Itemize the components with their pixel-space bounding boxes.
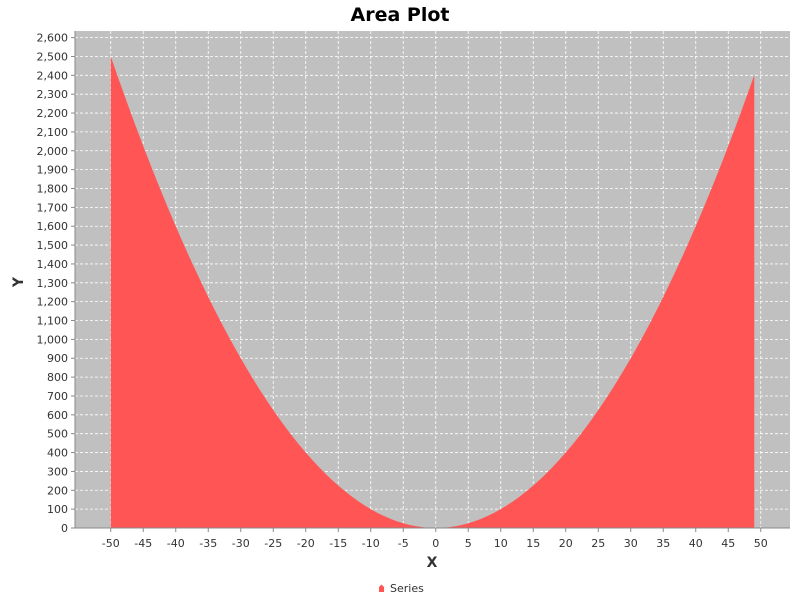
y-tick-label: 1,900 bbox=[37, 164, 69, 177]
x-tick-label: -20 bbox=[297, 537, 315, 550]
x-tick-label: -35 bbox=[199, 537, 217, 550]
y-tick-label: 300 bbox=[47, 465, 68, 478]
y-axis-label: Y bbox=[11, 276, 27, 288]
y-tick-label: 2,100 bbox=[37, 126, 69, 139]
y-tick-label: 2,300 bbox=[37, 88, 69, 101]
x-tick-label: -40 bbox=[167, 537, 185, 550]
chart-title: Area Plot bbox=[351, 4, 450, 26]
y-tick-label: 1,400 bbox=[37, 258, 69, 271]
x-tick-label: 5 bbox=[465, 537, 472, 550]
x-tick-label: -25 bbox=[264, 537, 282, 550]
x-tick-label: 0 bbox=[432, 537, 439, 550]
x-tick-label: -50 bbox=[102, 537, 120, 550]
y-tick-label: 800 bbox=[47, 371, 68, 384]
y-tick-label: 600 bbox=[47, 409, 68, 422]
y-tick-label: 2,200 bbox=[37, 107, 69, 120]
y-tick-label: 700 bbox=[47, 390, 68, 403]
x-tick-label: 40 bbox=[689, 537, 703, 550]
y-tick-label: 500 bbox=[47, 428, 68, 441]
y-tick-label: 1,000 bbox=[37, 333, 69, 346]
y-tick-label: 1,700 bbox=[37, 201, 69, 214]
y-tick-label: 2,600 bbox=[37, 32, 69, 45]
legend-swatch-icon bbox=[379, 584, 384, 592]
y-tick-label: 2,400 bbox=[37, 69, 69, 82]
axes: -50 -45 -40 -35 -30 -25 -20 -15 -10 -5 0 5 10 15 20 25 3… bbox=[37, 31, 790, 550]
x-tick-label: 20 bbox=[559, 537, 573, 550]
series-layer bbox=[110, 56, 755, 529]
series-area bbox=[110, 56, 755, 529]
y-tick-label: 1,200 bbox=[37, 296, 69, 309]
y-tick-label: 400 bbox=[47, 447, 68, 460]
x-tick-label: -30 bbox=[232, 537, 250, 550]
x-tick-label: 35 bbox=[656, 537, 670, 550]
x-tick-label: 45 bbox=[721, 537, 735, 550]
y-tick-label: 2,500 bbox=[37, 50, 69, 63]
y-tick-label: 1,300 bbox=[37, 277, 69, 290]
legend-label: Series bbox=[390, 582, 424, 595]
y-tick-label: 1,800 bbox=[37, 182, 69, 195]
x-tick-label: -10 bbox=[362, 537, 380, 550]
y-tick-label: 200 bbox=[47, 484, 68, 497]
y-tick-label: 900 bbox=[47, 352, 68, 365]
y-tick-label: 2,000 bbox=[37, 145, 69, 158]
y-tick-label: 1,500 bbox=[37, 239, 69, 252]
x-tick-label: -15 bbox=[329, 537, 347, 550]
legend: Series bbox=[379, 582, 424, 595]
x-tick-label: 25 bbox=[591, 537, 605, 550]
x-tick-label: 30 bbox=[624, 537, 638, 550]
y-tick-label: 0 bbox=[61, 522, 68, 535]
x-tick-label: 10 bbox=[494, 537, 508, 550]
x-tick-label: -45 bbox=[134, 537, 152, 550]
y-tick-label: 1,100 bbox=[37, 315, 69, 328]
x-tick-label: 15 bbox=[526, 537, 540, 550]
y-tick-label: 1,600 bbox=[37, 220, 69, 233]
y-tick-label: 100 bbox=[47, 503, 68, 516]
x-tick-label: -5 bbox=[398, 537, 409, 550]
x-axis-label: X bbox=[427, 555, 438, 571]
x-tick-label: 50 bbox=[754, 537, 768, 550]
